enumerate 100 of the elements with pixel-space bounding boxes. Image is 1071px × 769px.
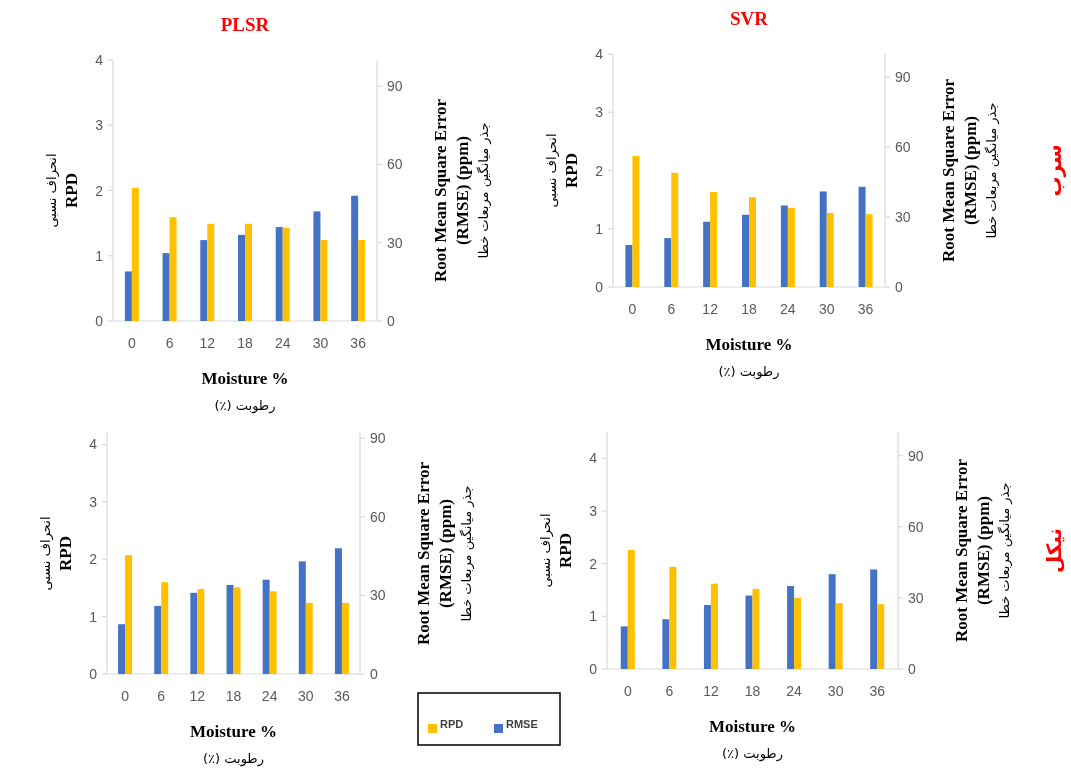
y2-tick-label: 60 (895, 139, 911, 156)
x-axis-title: Moisture % (189, 721, 278, 741)
y2-tick-label: 90 (908, 447, 924, 464)
x-tick-label: 6 (165, 335, 174, 351)
text: سرب (1042, 144, 1066, 197)
x-tick-label: 18 (741, 301, 757, 317)
x-axis-title: Moisture % (705, 334, 793, 354)
y2-axis-title: Root Mean Square Error (RMSE) (ppm) (413, 461, 455, 646)
y-tick-label: 2 (95, 182, 104, 199)
y-axis-title: RPD (555, 533, 575, 568)
x-tick-label: 0 (628, 301, 637, 317)
y2-tick-label: 90 (370, 430, 386, 447)
y2-tick-label: 30 (370, 587, 386, 604)
x-tick-label: 24 (780, 301, 796, 317)
y-axis-title: RPD (61, 173, 81, 208)
y-tick-label: 2 (595, 162, 604, 179)
x-tick-label: 30 (827, 683, 844, 699)
x-tick-label: 24 (786, 683, 803, 699)
x-tick-label: 6 (157, 688, 166, 704)
x-tick-label: 6 (667, 301, 676, 317)
x-tick-label: 36 (334, 688, 350, 704)
x-tick-label: 24 (261, 688, 278, 704)
y2-tick-label: 30 (895, 209, 911, 226)
text: انحراف نسبی (43, 153, 60, 228)
y2-axis-title: Root Mean Square Error (RMSE) (ppm) (938, 78, 980, 263)
text: رطوبت (٪) (722, 745, 783, 762)
y-tick-label: 4 (589, 450, 598, 467)
x-tick-label: 36 (350, 335, 367, 351)
text: انحراف نسبی (543, 133, 560, 208)
y2-tick-label: 0 (387, 313, 395, 329)
x-tick-label: 12 (702, 301, 719, 317)
y-tick-label: 0 (95, 313, 104, 329)
legend-label: RMSE (506, 718, 538, 730)
x-tick-label: 18 (225, 688, 242, 704)
y-tick-label: 1 (595, 220, 604, 237)
x-tick-label: 30 (298, 688, 314, 704)
y-tick-label: 1 (589, 608, 598, 625)
x-tick-label: 12 (199, 335, 216, 351)
y2-tick-label: 0 (908, 661, 916, 677)
text: نیکل (1042, 527, 1066, 574)
x-tick-label: 30 (818, 301, 835, 317)
bar (669, 566, 677, 669)
text: جذر میانگین مربعات خطا (475, 122, 492, 259)
text: جذر میانگین مربعات خطا (983, 102, 1000, 239)
y2-tick-label: 60 (908, 518, 924, 535)
bar (671, 172, 679, 287)
bar (625, 245, 633, 287)
bar (131, 187, 139, 321)
x-tick-label: 12 (703, 683, 719, 699)
x-tick-label: 36 (857, 301, 874, 317)
text: رطوبت (٪) (718, 363, 780, 380)
x-tick-label: 24 (274, 335, 291, 351)
x-tick-label: 0 (623, 683, 632, 699)
bar (627, 549, 635, 669)
y-tick-label: 4 (95, 52, 104, 68)
y-tick-label: 2 (89, 551, 98, 568)
y-tick-label: 1 (95, 247, 104, 264)
y2-axis-title: Root Mean Square Error (RMSE) (ppm) (951, 458, 993, 643)
y2-tick-label: 90 (387, 78, 403, 95)
x-tick-label: 6 (665, 683, 674, 699)
y2-tick-label: 60 (370, 508, 386, 525)
y2-tick-label: 30 (908, 589, 924, 606)
y-tick-label: 0 (595, 279, 604, 295)
y-axis-title: RPD (561, 153, 581, 188)
chart-title: SVR (729, 7, 769, 29)
y-tick-label: 0 (89, 666, 98, 682)
y-tick-label: 4 (595, 46, 604, 62)
x-tick-label: 30 (312, 335, 329, 351)
y2-tick-label: 30 (387, 234, 403, 251)
y-tick-label: 3 (595, 104, 604, 121)
x-axis-title: Moisture % (201, 368, 289, 388)
bar (632, 155, 640, 287)
y-tick-label: 2 (589, 555, 598, 572)
x-axis-title: Moisture % (708, 716, 797, 736)
y-tick-label: 3 (89, 493, 98, 510)
chart-title: PLSR (220, 13, 270, 35)
x-tick-label: 18 (744, 683, 761, 699)
legend-label: RPD (440, 718, 464, 730)
y-tick-label: 4 (89, 436, 98, 453)
x-tick-label: 0 (127, 335, 136, 351)
x-tick-label: 0 (121, 688, 130, 704)
y2-tick-label: 60 (387, 156, 403, 173)
y2-tick-label: 0 (370, 666, 378, 682)
text: جذر میانگین مربعات خطا (996, 482, 1013, 619)
y2-axis-title: Root Mean Square Error (RMSE) (ppm) (430, 98, 472, 283)
y-tick-label: 3 (589, 503, 598, 519)
y2-tick-label: 0 (895, 279, 903, 295)
x-tick-label: 18 (237, 335, 253, 351)
y2-tick-label: 90 (895, 69, 911, 86)
text: رطوبت (٪) (203, 750, 264, 767)
y-tick-label: 1 (89, 608, 98, 625)
x-tick-label: 12 (189, 688, 206, 704)
text: رطوبت (٪) (214, 397, 276, 414)
bar (125, 555, 133, 674)
x-tick-label: 36 (869, 683, 886, 699)
text: انحراف نسبی (537, 513, 554, 588)
y-tick-label: 0 (589, 661, 598, 677)
y-tick-label: 3 (95, 117, 104, 134)
text: جذر میانگین مربعات خطا (458, 485, 475, 622)
text: انحراف نسبی (37, 516, 54, 591)
